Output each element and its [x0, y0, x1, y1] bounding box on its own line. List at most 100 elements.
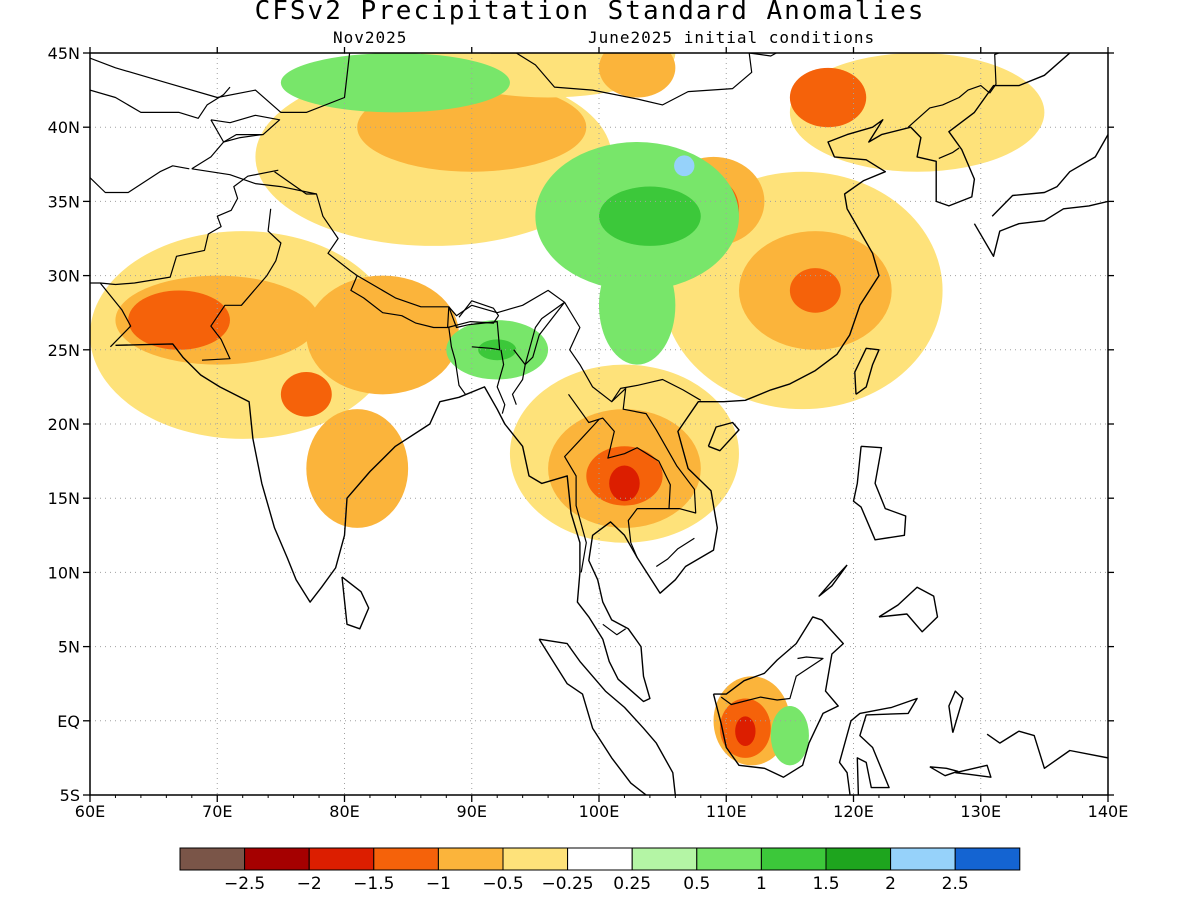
- axes: 60E 70E 80E 90E 100E 110E 120E 130E 140E 45N 40N 35…: [48, 44, 1129, 821]
- colorbar-swatch: [437, 847, 504, 871]
- country-border: [210, 114, 281, 143]
- country-border: [90, 282, 132, 348]
- anomaly-region: [599, 186, 701, 246]
- lon-tick-label: 110E: [706, 802, 747, 821]
- coastline: [818, 564, 848, 597]
- colorbar-swatch: [954, 847, 1021, 871]
- coastline: [973, 200, 1108, 257]
- colorbar-label: 0.5: [683, 874, 710, 894]
- country-border: [191, 168, 702, 403]
- lat-tick-label: EQ: [57, 712, 80, 731]
- lon-tick-label: 70E: [202, 802, 232, 821]
- colorbar-swatch: [373, 847, 439, 871]
- colorbar-swatch: [760, 847, 827, 871]
- country-border: [907, 84, 991, 128]
- anomaly-field: [90, 53, 1045, 766]
- country-border: [201, 208, 282, 361]
- colorbar-label: −1: [426, 874, 451, 894]
- anomaly-region: [280, 53, 510, 113]
- country-border: [90, 165, 190, 194]
- country-border: [989, 53, 1001, 94]
- coastline: [955, 764, 992, 778]
- coastline: [948, 690, 964, 733]
- lon-tick-label: 90E: [457, 802, 487, 821]
- country-border: [720, 656, 824, 706]
- anomaly-region: [306, 409, 409, 528]
- country-border: [274, 171, 317, 195]
- lat-tick-label: 40N: [48, 118, 80, 137]
- country-border: [568, 393, 671, 558]
- colorbar-label: −2.5: [224, 874, 265, 894]
- lon-tick-label: 80E: [329, 802, 359, 821]
- lat-tick-label: 45N: [48, 44, 80, 63]
- colorbar-swatch: [567, 847, 633, 871]
- anomaly-region: [128, 290, 230, 350]
- lon-tick-label: 140E: [1088, 802, 1129, 821]
- country-border: [563, 419, 600, 573]
- colorbar-swatch: [502, 847, 569, 871]
- country-border: [496, 349, 506, 414]
- colorbar-label: −2: [297, 874, 322, 894]
- coastline: [707, 421, 740, 452]
- coastline: [341, 576, 370, 630]
- coastline: [854, 347, 880, 395]
- country-border: [90, 86, 231, 119]
- colorbar-swatch: [890, 847, 956, 871]
- country-border: [349, 53, 352, 54]
- coastline: [712, 616, 844, 778]
- coastline: [838, 697, 918, 795]
- colorbar-swatch: [244, 847, 310, 871]
- country-border: [524, 301, 566, 366]
- country-border: [447, 300, 500, 329]
- coastline: [878, 586, 939, 633]
- country-border: [490, 53, 778, 106]
- anomaly-region: [280, 372, 332, 417]
- colorbar-label: 2: [885, 874, 896, 894]
- country-border: [611, 387, 697, 514]
- lat-tick-label: 35N: [48, 192, 80, 211]
- lon-tick-label: 130E: [960, 802, 1001, 821]
- valid-month-label: Nov2025: [333, 28, 408, 47]
- colorbar-swatch: [696, 847, 762, 871]
- colorbar-label: 0.25: [613, 874, 651, 894]
- coastline: [986, 730, 1108, 769]
- lon-tick-label: 120E: [833, 802, 874, 821]
- anomaly-region: [599, 53, 676, 98]
- colorbar: −2.5 −2 −1.5 −1 −0.5 −0.25 0.25 0.5 1 1.5 2 2.5: [179, 847, 1021, 894]
- chart-title: CFSv2 Precipitation Standard Anomalies: [254, 0, 926, 26]
- lat-tick-label: 15N: [48, 489, 80, 508]
- anomaly-region: [789, 268, 841, 313]
- anomaly-region: [609, 465, 640, 502]
- colorbar-label: −0.5: [482, 874, 523, 894]
- colorbar-swatch: [631, 847, 698, 871]
- coastline: [929, 766, 959, 777]
- country-border: [191, 134, 262, 170]
- lon-tick-label: 60E: [75, 802, 105, 821]
- lat-tick-label: 25N: [48, 341, 80, 360]
- coastline: [115, 53, 1071, 703]
- country-border: [100, 169, 279, 286]
- anomaly-region: [770, 705, 809, 766]
- colorbar-label: 1.5: [812, 874, 839, 894]
- lat-tick-label: 5N: [58, 638, 80, 657]
- country-border: [655, 537, 695, 568]
- anomaly-region: [306, 275, 460, 395]
- init-conditions-label: June2025 initial conditions: [588, 28, 876, 47]
- anomaly-region: [789, 67, 867, 128]
- country-border: [938, 147, 960, 159]
- anomaly-region: [735, 716, 756, 747]
- anomaly-region: [599, 245, 676, 365]
- colorbar-swatch: [179, 847, 246, 871]
- country-border: [90, 53, 351, 114]
- geography: [90, 53, 1108, 795]
- coastline: [991, 134, 1108, 217]
- colorbar-label: −1.5: [353, 874, 394, 894]
- coastline: [852, 445, 907, 541]
- lat-tick-label: 30N: [48, 267, 80, 286]
- country-border: [350, 275, 450, 329]
- lon-tick-label: 100E: [579, 802, 620, 821]
- colorbar-swatch: [308, 847, 375, 871]
- coastline: [538, 638, 676, 795]
